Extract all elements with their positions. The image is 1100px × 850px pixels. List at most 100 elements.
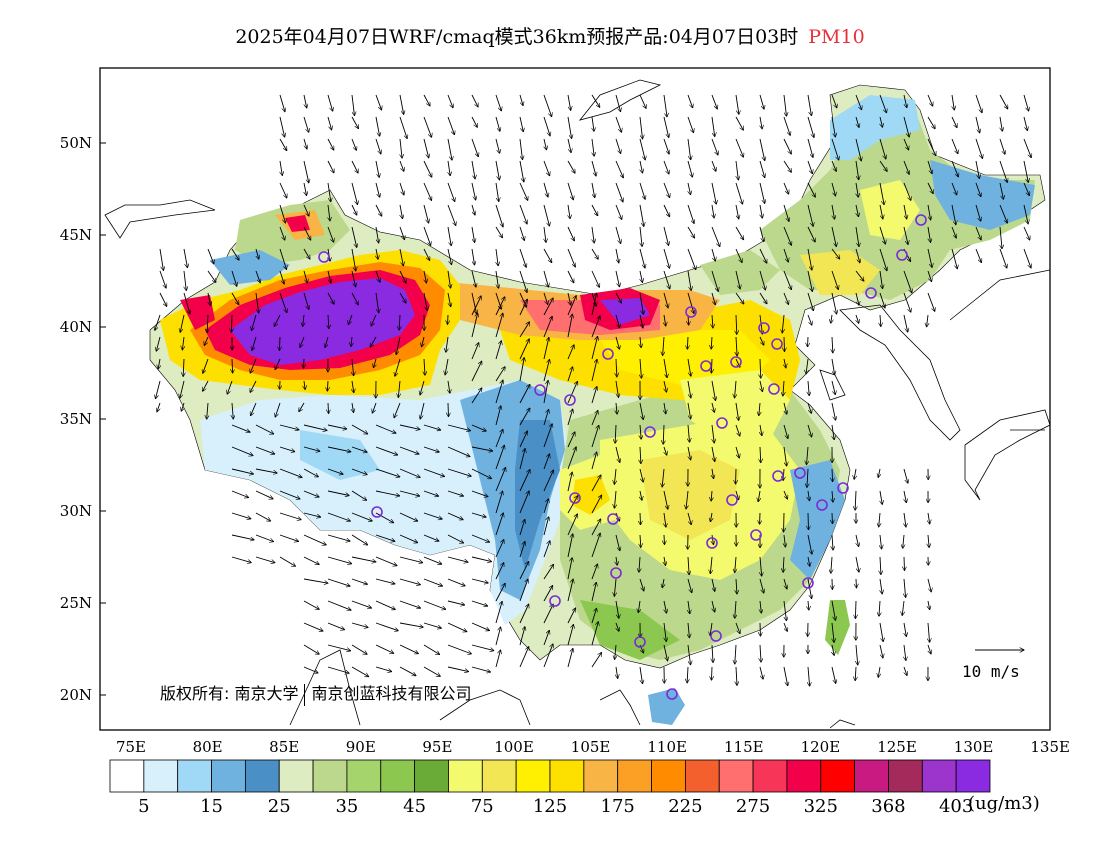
wind-vector xyxy=(831,138,839,160)
wind-vector xyxy=(251,402,257,416)
wind-vector xyxy=(471,424,486,431)
legend-tick-label: 5 xyxy=(138,796,149,817)
wind-vector xyxy=(447,666,468,672)
wind-vector xyxy=(735,270,740,289)
wind-vector xyxy=(808,380,809,396)
wind-vector xyxy=(543,94,552,117)
wind-vector xyxy=(351,446,367,452)
wind-vector xyxy=(688,556,689,575)
wind-vector xyxy=(399,248,403,266)
wind-vector xyxy=(447,424,470,431)
wind-vector xyxy=(519,519,525,536)
wind-vector xyxy=(180,314,185,332)
wind-vector xyxy=(711,380,716,400)
wind-vector xyxy=(807,578,812,599)
wind-vector xyxy=(855,226,859,247)
wind-vector xyxy=(495,627,501,646)
city-marker xyxy=(685,306,697,318)
wind-vector xyxy=(279,336,280,350)
wind-vector xyxy=(231,512,251,519)
lat-label: 30N xyxy=(60,502,92,520)
wind-vector xyxy=(640,490,642,500)
wind-vector xyxy=(855,270,864,281)
wind-vector xyxy=(519,384,530,404)
wind-vector xyxy=(807,424,812,437)
wind-vector xyxy=(471,204,475,215)
wind-vector xyxy=(471,94,478,107)
wind-vector xyxy=(327,468,343,474)
legend-swatch xyxy=(921,759,957,793)
wind-vector xyxy=(663,94,667,117)
wind-vector xyxy=(495,563,504,580)
wind-vector xyxy=(543,316,552,338)
wind-vector xyxy=(447,138,452,160)
wind-vector xyxy=(855,160,859,180)
lon-label: 105E xyxy=(571,738,611,756)
wind-vector xyxy=(615,534,620,551)
wind-vector xyxy=(927,314,928,327)
wind-vector xyxy=(735,402,739,420)
wind-vector xyxy=(279,204,286,223)
wind-vector xyxy=(471,578,488,583)
wind-vector xyxy=(592,138,594,156)
wind-vector xyxy=(903,468,908,483)
wind-vector xyxy=(616,358,617,377)
lat-label: 45N xyxy=(60,226,92,244)
wind-vector xyxy=(591,425,599,448)
legend-tick-label: 15 xyxy=(200,796,223,817)
wind-vector xyxy=(927,94,933,106)
wind-vector xyxy=(352,358,354,376)
wind-vector xyxy=(615,226,621,244)
wind-vector xyxy=(394,402,401,418)
wind-vector xyxy=(231,314,232,332)
wind-vector xyxy=(783,446,787,466)
legend-swatch xyxy=(549,759,585,793)
wind-vector xyxy=(304,182,307,196)
wind-vector xyxy=(399,556,423,563)
city-marker xyxy=(915,214,927,226)
wind-vector xyxy=(447,600,465,605)
wind-vector xyxy=(471,182,476,200)
wind-vector xyxy=(591,204,598,216)
lon-label: 95E xyxy=(422,738,452,756)
wind-vector xyxy=(495,380,503,404)
wind-vector xyxy=(614,468,616,484)
wind-vector xyxy=(495,406,501,426)
city-marker xyxy=(716,417,728,429)
wind-vector xyxy=(879,160,887,171)
wind-vector xyxy=(471,270,476,287)
wind-vector xyxy=(591,293,597,316)
wind-vector xyxy=(568,204,570,219)
wind-vector xyxy=(782,314,784,333)
wind-vector xyxy=(903,160,909,174)
wind-vector xyxy=(663,160,669,174)
wind-vector xyxy=(615,270,619,287)
wind-vector xyxy=(807,292,813,311)
wind-vector xyxy=(471,343,479,360)
wind-vector xyxy=(423,248,430,260)
legend-swatch xyxy=(752,759,788,793)
legend-swatch xyxy=(718,759,754,793)
wind-vector xyxy=(832,424,834,440)
wind-vector xyxy=(928,600,930,610)
wind-vector xyxy=(567,94,571,110)
wind-vector xyxy=(663,182,670,198)
wind-vector xyxy=(927,644,931,654)
wind-vector xyxy=(591,410,598,426)
wind-vector xyxy=(447,556,468,562)
wind-vector xyxy=(855,556,859,572)
wind-vector xyxy=(664,512,666,527)
wind-vector xyxy=(640,336,641,348)
wind-vector xyxy=(806,358,808,374)
wind-vector xyxy=(759,94,764,109)
wind-vector xyxy=(231,270,237,286)
wind-vector xyxy=(471,116,477,127)
wind-vector xyxy=(543,586,553,602)
wind-vector xyxy=(303,556,319,565)
wind-vector xyxy=(759,248,767,263)
wind-vector xyxy=(616,622,619,631)
wind-vector xyxy=(879,512,880,527)
wind-vector xyxy=(615,160,623,178)
wind-vector xyxy=(543,292,548,304)
wind-vector xyxy=(399,292,406,303)
